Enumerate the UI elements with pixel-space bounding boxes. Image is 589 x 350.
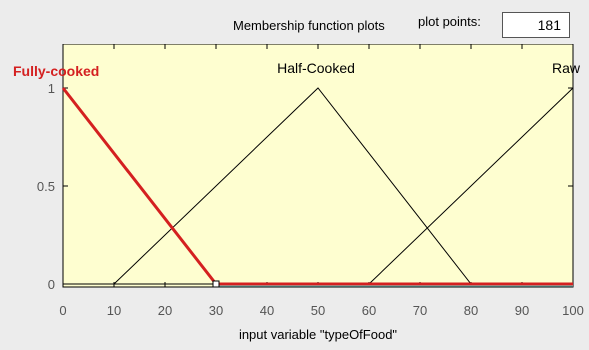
x-tick-label: 40 (260, 303, 274, 318)
x-tick-label: 80 (464, 303, 478, 318)
plot-points-input[interactable] (502, 12, 570, 38)
mf-labels: Fully-cooked Half-Cooked Raw (13, 60, 581, 79)
vertex-marker[interactable] (212, 280, 220, 288)
y-tick-label: 1 (48, 81, 55, 96)
mf-label-fully-cooked[interactable]: Fully-cooked (13, 63, 99, 79)
x-tick-label: 60 (362, 303, 376, 318)
membership-function-plot: Fully-cooked Half-Cooked Raw 0 10 20 30 40 50 60… (0, 44, 589, 350)
y-tick-label: 0 (48, 277, 55, 292)
x-axis-title: input variable "typeOfFood" (239, 327, 397, 342)
mf-label-raw[interactable]: Raw (552, 60, 581, 76)
x-tick-label: 30 (209, 303, 223, 318)
x-tick-label: 90 (515, 303, 529, 318)
mf-label-half-cooked[interactable]: Half-Cooked (277, 60, 355, 76)
x-tick-label: 10 (107, 303, 121, 318)
x-tick-label: 0 (59, 303, 66, 318)
membership-chart: Fully-cooked Half-Cooked Raw 0 10 20 30 40 50 60… (13, 44, 584, 342)
panel-title: Membership function plots (233, 18, 385, 33)
x-tick-label: 100 (562, 303, 584, 318)
y-tick-label: 0.5 (37, 179, 55, 194)
membership-curves[interactable] (61, 87, 574, 288)
plot-background (62, 44, 574, 288)
x-tick-label: 70 (413, 303, 427, 318)
plot-points-label: plot points: (418, 14, 481, 29)
x-tick-label: 50 (311, 303, 325, 318)
tick-labels: 0 10 20 30 40 50 60 70 80 90 100 0 0.5 1 (37, 81, 584, 318)
x-tick-label: 20 (158, 303, 172, 318)
plot-header: Membership function plots plot points: (0, 0, 589, 44)
